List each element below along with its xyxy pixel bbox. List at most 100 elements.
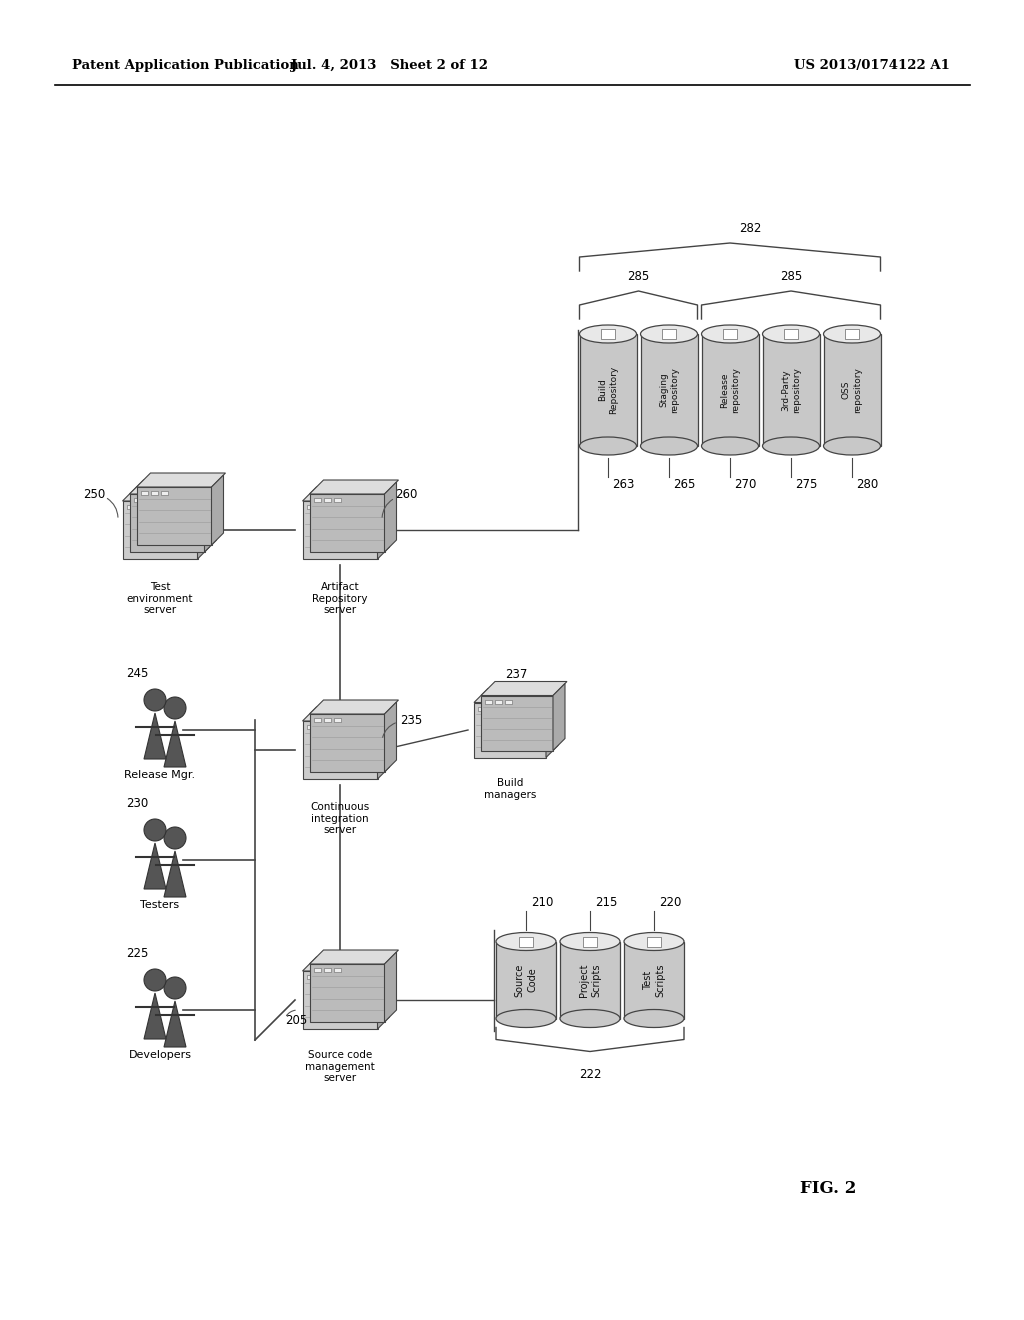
Polygon shape [164,1001,186,1047]
Bar [560,941,620,1019]
Text: 270: 270 [734,479,757,491]
Bar [505,700,512,704]
Bar [583,936,597,946]
Bar [647,936,662,946]
Polygon shape [144,713,166,759]
Ellipse shape [640,437,697,455]
Bar [136,506,143,510]
Bar [823,334,881,446]
Polygon shape [309,700,398,714]
Ellipse shape [580,325,637,343]
Bar [306,725,313,729]
Text: Test
environment
server: Test environment server [127,582,194,615]
Bar [327,725,334,729]
Text: 280: 280 [856,479,879,491]
Ellipse shape [496,1010,556,1027]
Polygon shape [378,709,389,779]
Bar [488,706,495,710]
Bar [161,491,168,495]
Text: US 2013/0174122 A1: US 2013/0174122 A1 [795,58,950,71]
Polygon shape [378,488,389,558]
Bar [313,718,321,722]
Text: 250: 250 [83,488,105,502]
Polygon shape [481,681,567,696]
Bar [306,506,313,510]
Ellipse shape [701,437,759,455]
Bar [316,725,324,729]
Ellipse shape [701,325,759,343]
Text: 222: 222 [579,1068,601,1081]
Polygon shape [129,480,218,494]
Bar [496,941,556,1019]
Text: Project
Scripts: Project Scripts [579,964,601,997]
Polygon shape [309,714,384,772]
Text: 237: 237 [505,668,527,681]
Ellipse shape [823,437,881,455]
Polygon shape [302,487,391,502]
Polygon shape [136,487,212,545]
Polygon shape [546,690,558,758]
Text: 230: 230 [126,797,148,810]
Ellipse shape [496,932,556,950]
Circle shape [164,697,186,719]
Bar [143,498,151,502]
Text: 205: 205 [285,1014,307,1027]
Bar [784,329,798,339]
Ellipse shape [640,325,697,343]
Bar [334,968,341,972]
Bar [324,968,331,972]
Text: 235: 235 [400,714,422,726]
Polygon shape [309,494,384,552]
Text: Build
managers: Build managers [483,777,537,800]
Bar [485,700,492,704]
Text: Release Mgr.: Release Mgr. [125,770,196,780]
Polygon shape [136,473,225,487]
Polygon shape [384,952,396,1022]
Bar [701,334,759,446]
Text: FIG. 2: FIG. 2 [800,1180,856,1197]
Text: Release
repository: Release repository [720,367,740,413]
Bar [334,498,341,502]
Bar [495,700,502,704]
Bar [313,968,321,972]
Text: Jul. 4, 2013   Sheet 2 of 12: Jul. 4, 2013 Sheet 2 of 12 [292,58,488,71]
Bar [334,718,341,722]
Ellipse shape [763,437,819,455]
Bar [133,498,140,502]
Polygon shape [302,721,378,779]
Polygon shape [302,502,378,558]
Bar [662,329,676,339]
Polygon shape [123,502,198,558]
Text: Source code
management
server: Source code management server [305,1049,375,1084]
Ellipse shape [624,932,684,950]
Bar [316,506,324,510]
Polygon shape [198,488,210,558]
Polygon shape [212,475,223,545]
Bar [146,506,154,510]
Bar [763,334,819,446]
Polygon shape [164,851,186,898]
Bar [723,329,737,339]
Text: Build
Repository: Build Repository [598,366,618,414]
Bar [140,491,147,495]
Bar [154,498,161,502]
Polygon shape [481,696,553,751]
Circle shape [144,969,166,991]
Polygon shape [144,843,166,888]
Bar [316,975,324,979]
Polygon shape [309,480,398,494]
Polygon shape [309,964,384,1022]
Polygon shape [123,487,212,502]
Text: Artifact
Repository
server: Artifact Repository server [312,582,368,615]
Bar [327,506,334,510]
Polygon shape [302,957,391,972]
Circle shape [144,818,166,841]
Ellipse shape [560,1010,620,1027]
Text: Testers: Testers [140,900,179,909]
Text: OSS
repository: OSS repository [842,367,862,413]
Text: 282: 282 [738,222,761,235]
Ellipse shape [823,325,881,343]
Circle shape [164,977,186,999]
Text: 265: 265 [673,479,695,491]
Bar [313,498,321,502]
